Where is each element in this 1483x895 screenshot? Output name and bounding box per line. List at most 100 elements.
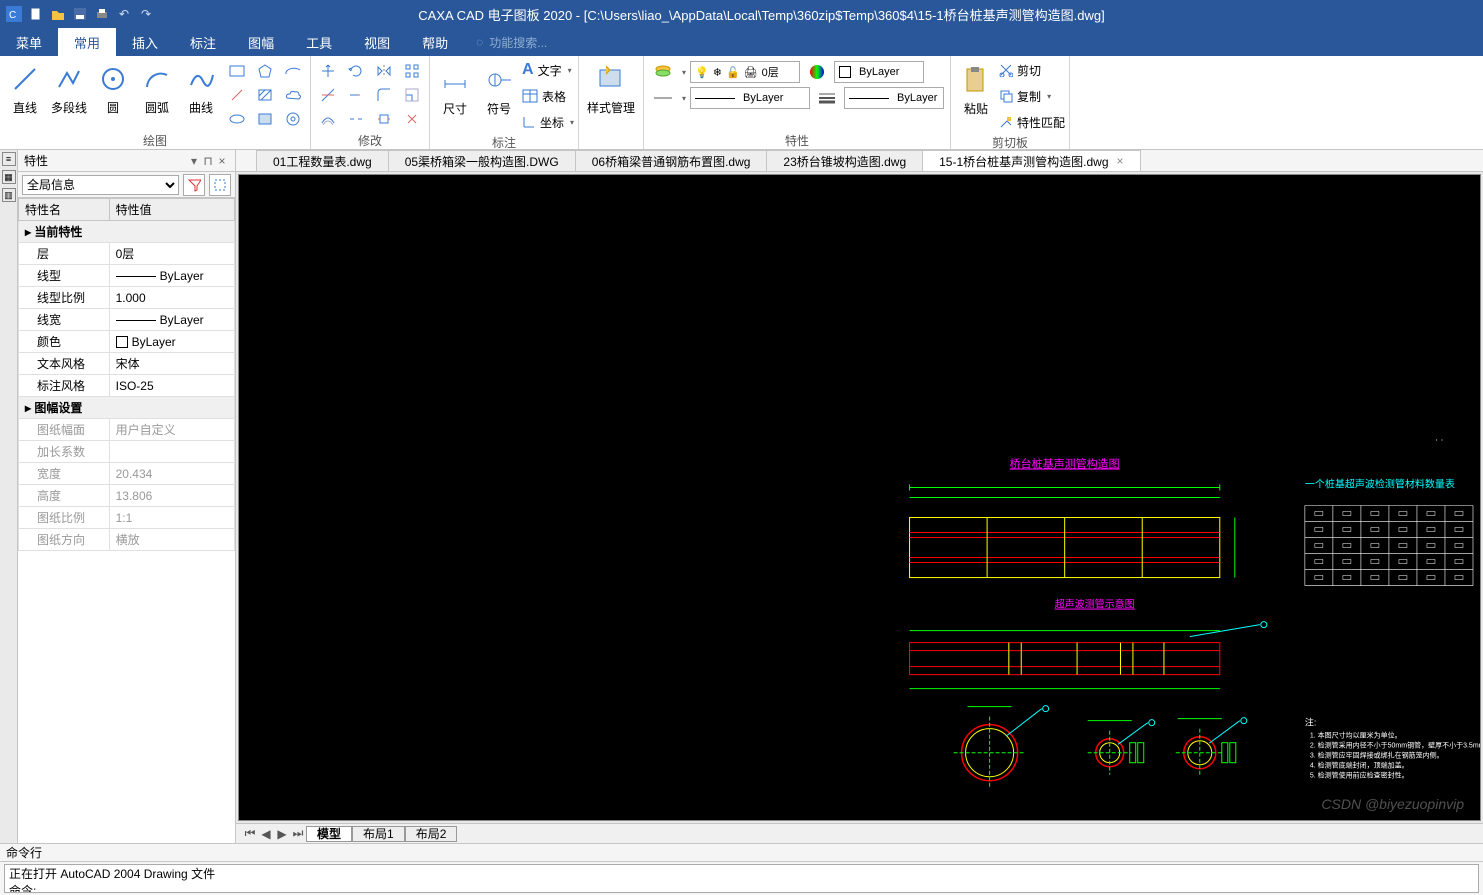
selection-filter-select[interactable]: 全局信息 xyxy=(22,175,179,195)
ribbon-group-draw: 直线 多段线 圆 圆弧 曲线 绘图 xyxy=(0,56,311,149)
scale-icon[interactable] xyxy=(399,84,425,106)
layer-props-icon[interactable] xyxy=(650,61,676,83)
hatch-icon[interactable] xyxy=(252,84,278,106)
menu-annotate[interactable]: 标注 xyxy=(174,28,232,56)
coord-button[interactable]: 坐标▾ xyxy=(522,110,574,134)
close-icon[interactable]: × xyxy=(1117,154,1124,168)
select-objects-icon[interactable] xyxy=(209,174,231,196)
new-icon[interactable] xyxy=(26,4,46,24)
print-icon[interactable] xyxy=(92,4,112,24)
lineweight-combo[interactable]: ByLayer xyxy=(844,87,944,109)
style-manager-button[interactable]: 样式管理 xyxy=(583,59,639,131)
match-props-button[interactable]: 特性匹配 xyxy=(999,110,1065,134)
drawing-viewport[interactable]: 桥台桩基声测管构造图超声波测管示意图一个桩基超声波检测管材料数量表注:1. 本图… xyxy=(238,174,1481,821)
doc-tab[interactable]: 05渠桥箱梁一般构造图.DWG xyxy=(388,150,576,171)
doc-tab[interactable]: 23桥台锥坡构造图.dwg xyxy=(766,150,923,171)
move-icon[interactable] xyxy=(315,60,341,82)
doc-tab[interactable]: 15-1桥台桩基声测管构造图.dwg× xyxy=(922,150,1140,171)
gutter-btn-3[interactable]: ▥ xyxy=(2,188,16,202)
command-log[interactable]: 正在打开 AutoCAD 2004 Drawing 文件 命令: xyxy=(4,864,1479,893)
layout-tab[interactable]: 布局2 xyxy=(405,826,458,842)
redo-icon[interactable]: ↷ xyxy=(136,4,156,24)
app-menu-icon[interactable]: C xyxy=(4,4,24,24)
prop-value[interactable]: ByLayer xyxy=(109,309,234,331)
arc-button[interactable]: 圆弧 xyxy=(136,59,178,131)
open-icon[interactable] xyxy=(48,4,68,24)
panel-pin-icon[interactable]: ⊓ xyxy=(201,154,215,168)
tab-last-icon[interactable]: ⏭ xyxy=(290,826,306,841)
circle-button[interactable]: 圆 xyxy=(92,59,134,131)
color-combo[interactable]: ByLayer xyxy=(834,61,924,83)
panel-dropdown-icon[interactable]: ▾ xyxy=(187,154,201,168)
mirror-icon[interactable] xyxy=(371,60,397,82)
block-icon[interactable] xyxy=(252,108,278,130)
undo-icon[interactable]: ↶ xyxy=(114,4,134,24)
menu-insert[interactable]: 插入 xyxy=(116,28,174,56)
prop-value[interactable]: 横放 xyxy=(109,529,234,551)
array-icon[interactable] xyxy=(399,60,425,82)
doc-tab[interactable]: 06桥箱梁普通钢筋布置图.dwg xyxy=(575,150,768,171)
prop-value[interactable]: 宋体 xyxy=(109,353,234,375)
menu-frame[interactable]: 图幅 xyxy=(232,28,290,56)
menu-help[interactable]: 帮助 xyxy=(406,28,464,56)
ribbon-group-modify: 修改 xyxy=(311,56,430,149)
prop-value[interactable] xyxy=(109,441,234,463)
menu-tools[interactable]: 工具 xyxy=(290,28,348,56)
quick-select-icon[interactable] xyxy=(183,174,205,196)
linetype-icon[interactable] xyxy=(650,87,676,109)
gutter-btn-2[interactable]: ▦ xyxy=(2,170,16,184)
spline-button[interactable]: 曲线 xyxy=(180,59,222,131)
menu-file[interactable]: 菜单 xyxy=(0,28,58,56)
text-button[interactable]: A文字▾ xyxy=(522,58,574,82)
tab-first-icon[interactable]: ⏮ xyxy=(242,826,258,841)
menu-view[interactable]: 视图 xyxy=(348,28,406,56)
layer-combo[interactable]: 💡❄🔓🖨0层 xyxy=(690,61,800,83)
layout-tab[interactable]: 模型 xyxy=(306,826,352,842)
ellipse-arc-icon[interactable] xyxy=(280,60,306,82)
function-search[interactable]: ◌ 功能搜索... xyxy=(464,28,547,56)
tab-next-icon[interactable]: ▶ xyxy=(274,827,290,841)
menu-common[interactable]: 常用 xyxy=(58,28,116,56)
offset-icon[interactable] xyxy=(315,108,341,130)
explode-icon[interactable] xyxy=(399,108,425,130)
prop-value[interactable]: 13.806 xyxy=(109,485,234,507)
rect-icon[interactable] xyxy=(224,60,250,82)
stretch-icon[interactable] xyxy=(371,108,397,130)
extend-icon[interactable] xyxy=(343,84,369,106)
prop-value[interactable]: ByLayer xyxy=(109,265,234,287)
break-icon[interactable] xyxy=(343,108,369,130)
donut-icon[interactable] xyxy=(280,108,306,130)
gutter-btn-1[interactable]: ≡ xyxy=(2,152,16,166)
rotate-icon[interactable] xyxy=(343,60,369,82)
copy-button[interactable]: 复制▾ xyxy=(999,84,1065,108)
prop-value[interactable]: ByLayer xyxy=(109,331,234,353)
symbol-button[interactable]: 符号 xyxy=(478,60,520,132)
cloud-icon[interactable] xyxy=(280,84,306,106)
fillet-icon[interactable] xyxy=(371,84,397,106)
table-button[interactable]: 表格 xyxy=(522,84,574,108)
point-icon[interactable] xyxy=(224,84,250,106)
tab-prev-icon[interactable]: ◀ xyxy=(258,827,274,841)
panel-close-icon[interactable]: × xyxy=(215,154,229,168)
cut-button[interactable]: 剪切 xyxy=(999,58,1065,82)
save-icon[interactable] xyxy=(70,4,90,24)
prop-value[interactable]: 0层 xyxy=(109,243,234,265)
prop-value[interactable]: 1.000 xyxy=(109,287,234,309)
color-picker-icon[interactable] xyxy=(804,61,830,83)
lineweight-icon[interactable] xyxy=(814,87,840,109)
paste-button[interactable]: 粘贴 xyxy=(955,60,997,132)
polygon-icon[interactable] xyxy=(252,60,278,82)
prop-value[interactable]: ISO-25 xyxy=(109,375,234,397)
ellipse-icon[interactable] xyxy=(224,108,250,130)
trim-icon[interactable] xyxy=(315,84,341,106)
line-button[interactable]: 直线 xyxy=(4,59,46,131)
doc-tab[interactable]: 01工程数量表.dwg xyxy=(256,150,389,171)
polyline-button[interactable]: 多段线 xyxy=(48,59,90,131)
dimension-button[interactable]: 尺寸 xyxy=(434,60,476,132)
prop-value[interactable]: 1:1 xyxy=(109,507,234,529)
prop-name: 线型 xyxy=(19,265,110,287)
layout-tab[interactable]: 布局1 xyxy=(352,826,405,842)
prop-value[interactable]: 用户自定义 xyxy=(109,419,234,441)
prop-value[interactable]: 20.434 xyxy=(109,463,234,485)
linetype-combo[interactable]: ByLayer xyxy=(690,87,810,109)
